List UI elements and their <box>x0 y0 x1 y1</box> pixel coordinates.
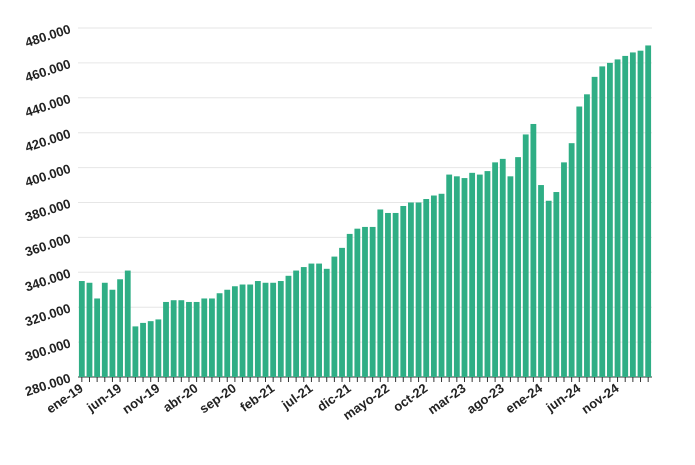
bar <box>377 209 384 377</box>
bar <box>346 233 353 377</box>
bar <box>430 195 437 377</box>
x-tick-label: abr-20 <box>160 380 201 415</box>
bar <box>591 76 598 378</box>
bar <box>163 301 169 377</box>
bar <box>339 247 345 377</box>
bar <box>140 322 146 377</box>
x-tick-label: ago-23 <box>464 380 507 416</box>
bar <box>224 289 231 377</box>
y-tick-label: 380.000 <box>23 196 72 225</box>
bar <box>645 45 652 377</box>
bar <box>637 50 644 378</box>
y-tick-label: 480.000 <box>23 21 72 50</box>
y-tick-label: 420.000 <box>23 126 72 155</box>
bar <box>170 300 177 377</box>
bar <box>438 193 445 377</box>
bar <box>568 143 575 377</box>
bar <box>400 205 407 377</box>
bar <box>599 66 606 377</box>
bar <box>499 158 506 377</box>
y-tick-label: 440.000 <box>23 91 72 120</box>
bar <box>285 275 292 377</box>
bar <box>316 263 322 377</box>
bar <box>453 176 460 377</box>
bar <box>109 289 116 377</box>
bar <box>469 172 476 377</box>
bar <box>446 174 453 377</box>
y-tick-label: 460.000 <box>23 56 72 85</box>
x-tick-label: nov-19 <box>119 380 162 416</box>
bar <box>331 256 338 377</box>
bar <box>86 282 93 377</box>
bar <box>622 55 629 378</box>
y-tick-label: 360.000 <box>23 231 72 260</box>
bar <box>193 301 200 377</box>
x-tick-label: sep-20 <box>197 380 239 416</box>
bar <box>270 282 277 377</box>
bar <box>553 192 560 377</box>
bar <box>369 226 376 377</box>
bar <box>629 52 636 378</box>
bar <box>606 62 613 378</box>
bar <box>522 134 529 377</box>
bar <box>124 270 131 377</box>
y-tick-label: 300.000 <box>23 335 72 364</box>
bar <box>117 279 124 377</box>
bar <box>492 162 499 377</box>
bar <box>354 228 361 377</box>
bar <box>155 319 162 377</box>
bar <box>216 293 223 377</box>
bar <box>293 270 300 377</box>
bar <box>254 281 261 377</box>
x-tick-label: nov-24 <box>579 380 623 417</box>
bar <box>392 212 399 377</box>
bar <box>561 162 567 377</box>
bar <box>461 178 468 377</box>
bar <box>385 212 391 377</box>
y-tick-label: 340.000 <box>23 266 72 295</box>
bar <box>408 202 414 377</box>
x-tick-label: oct-22 <box>390 380 430 414</box>
bar <box>323 268 330 377</box>
bar <box>186 301 192 377</box>
x-tick-label: jun-24 <box>543 380 584 415</box>
bar <box>94 298 101 377</box>
bar <box>147 321 154 377</box>
x-tick-label: jul-21 <box>278 380 315 412</box>
bar <box>209 298 215 377</box>
bar <box>178 300 185 377</box>
x-tick-label: feb-21 <box>237 380 277 414</box>
bar <box>545 200 552 377</box>
bar <box>231 286 238 377</box>
bar <box>507 176 514 377</box>
bar <box>300 267 307 377</box>
x-tick-label: ene-24 <box>503 380 546 416</box>
bar <box>530 123 537 377</box>
y-tick-label: 400.000 <box>23 161 72 190</box>
x-tick-label: jun-19 <box>83 380 124 415</box>
bar <box>101 282 108 377</box>
bar <box>201 298 208 377</box>
bar <box>239 284 246 377</box>
bar <box>576 106 583 378</box>
bar <box>262 282 269 377</box>
bar <box>584 94 590 377</box>
bar <box>515 157 521 377</box>
x-tick-label: mar-23 <box>425 380 469 417</box>
bar <box>247 284 254 377</box>
y-tick-label: 320.000 <box>23 301 72 330</box>
bar <box>415 202 422 377</box>
bar <box>484 171 491 377</box>
bar <box>132 326 139 377</box>
bar <box>308 263 315 377</box>
bar <box>423 199 430 377</box>
bar <box>277 281 284 377</box>
bar <box>362 226 368 377</box>
bar <box>78 281 85 377</box>
bar <box>614 59 621 377</box>
bar <box>476 174 483 377</box>
bar <box>538 185 544 377</box>
